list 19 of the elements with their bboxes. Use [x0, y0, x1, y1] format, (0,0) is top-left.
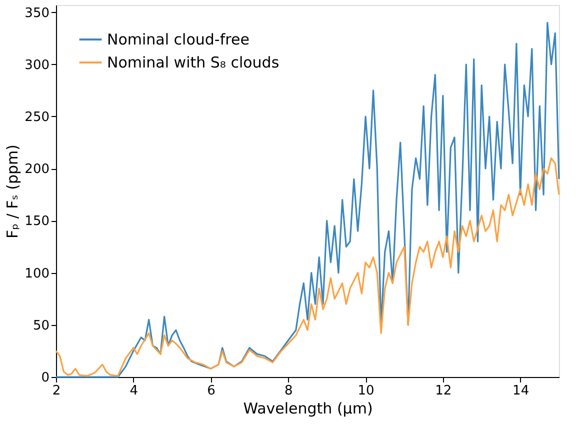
- x-tick-label: 12: [435, 384, 452, 398]
- y-tick-label: 150: [24, 214, 50, 230]
- y-tick-label: 200: [24, 162, 50, 178]
- x-tick-label: 2: [52, 384, 61, 398]
- x-tick-label: 14: [512, 384, 530, 398]
- x-tick-label: 4: [130, 384, 138, 398]
- y-tick-label: 50: [32, 318, 50, 334]
- y-tick-label: 250: [24, 110, 50, 125]
- x-tick-label: 10: [358, 384, 374, 398]
- y-axis-title: Fₚ / Fₛ (ppm): [4, 144, 22, 238]
- x-axis-title: Wavelength (μm): [243, 400, 373, 418]
- y-tick-label: 100: [24, 266, 50, 282]
- y-tick-label: 0: [41, 370, 50, 386]
- y-tick-label: 300: [24, 58, 50, 73]
- legend-label: Nominal with S₈ clouds: [107, 54, 280, 72]
- y-tick-label: 350: [24, 6, 50, 21]
- x-tick-label: 8: [284, 384, 293, 398]
- x-tick-label: 6: [207, 384, 216, 398]
- legend-label: Nominal cloud-free: [107, 30, 250, 48]
